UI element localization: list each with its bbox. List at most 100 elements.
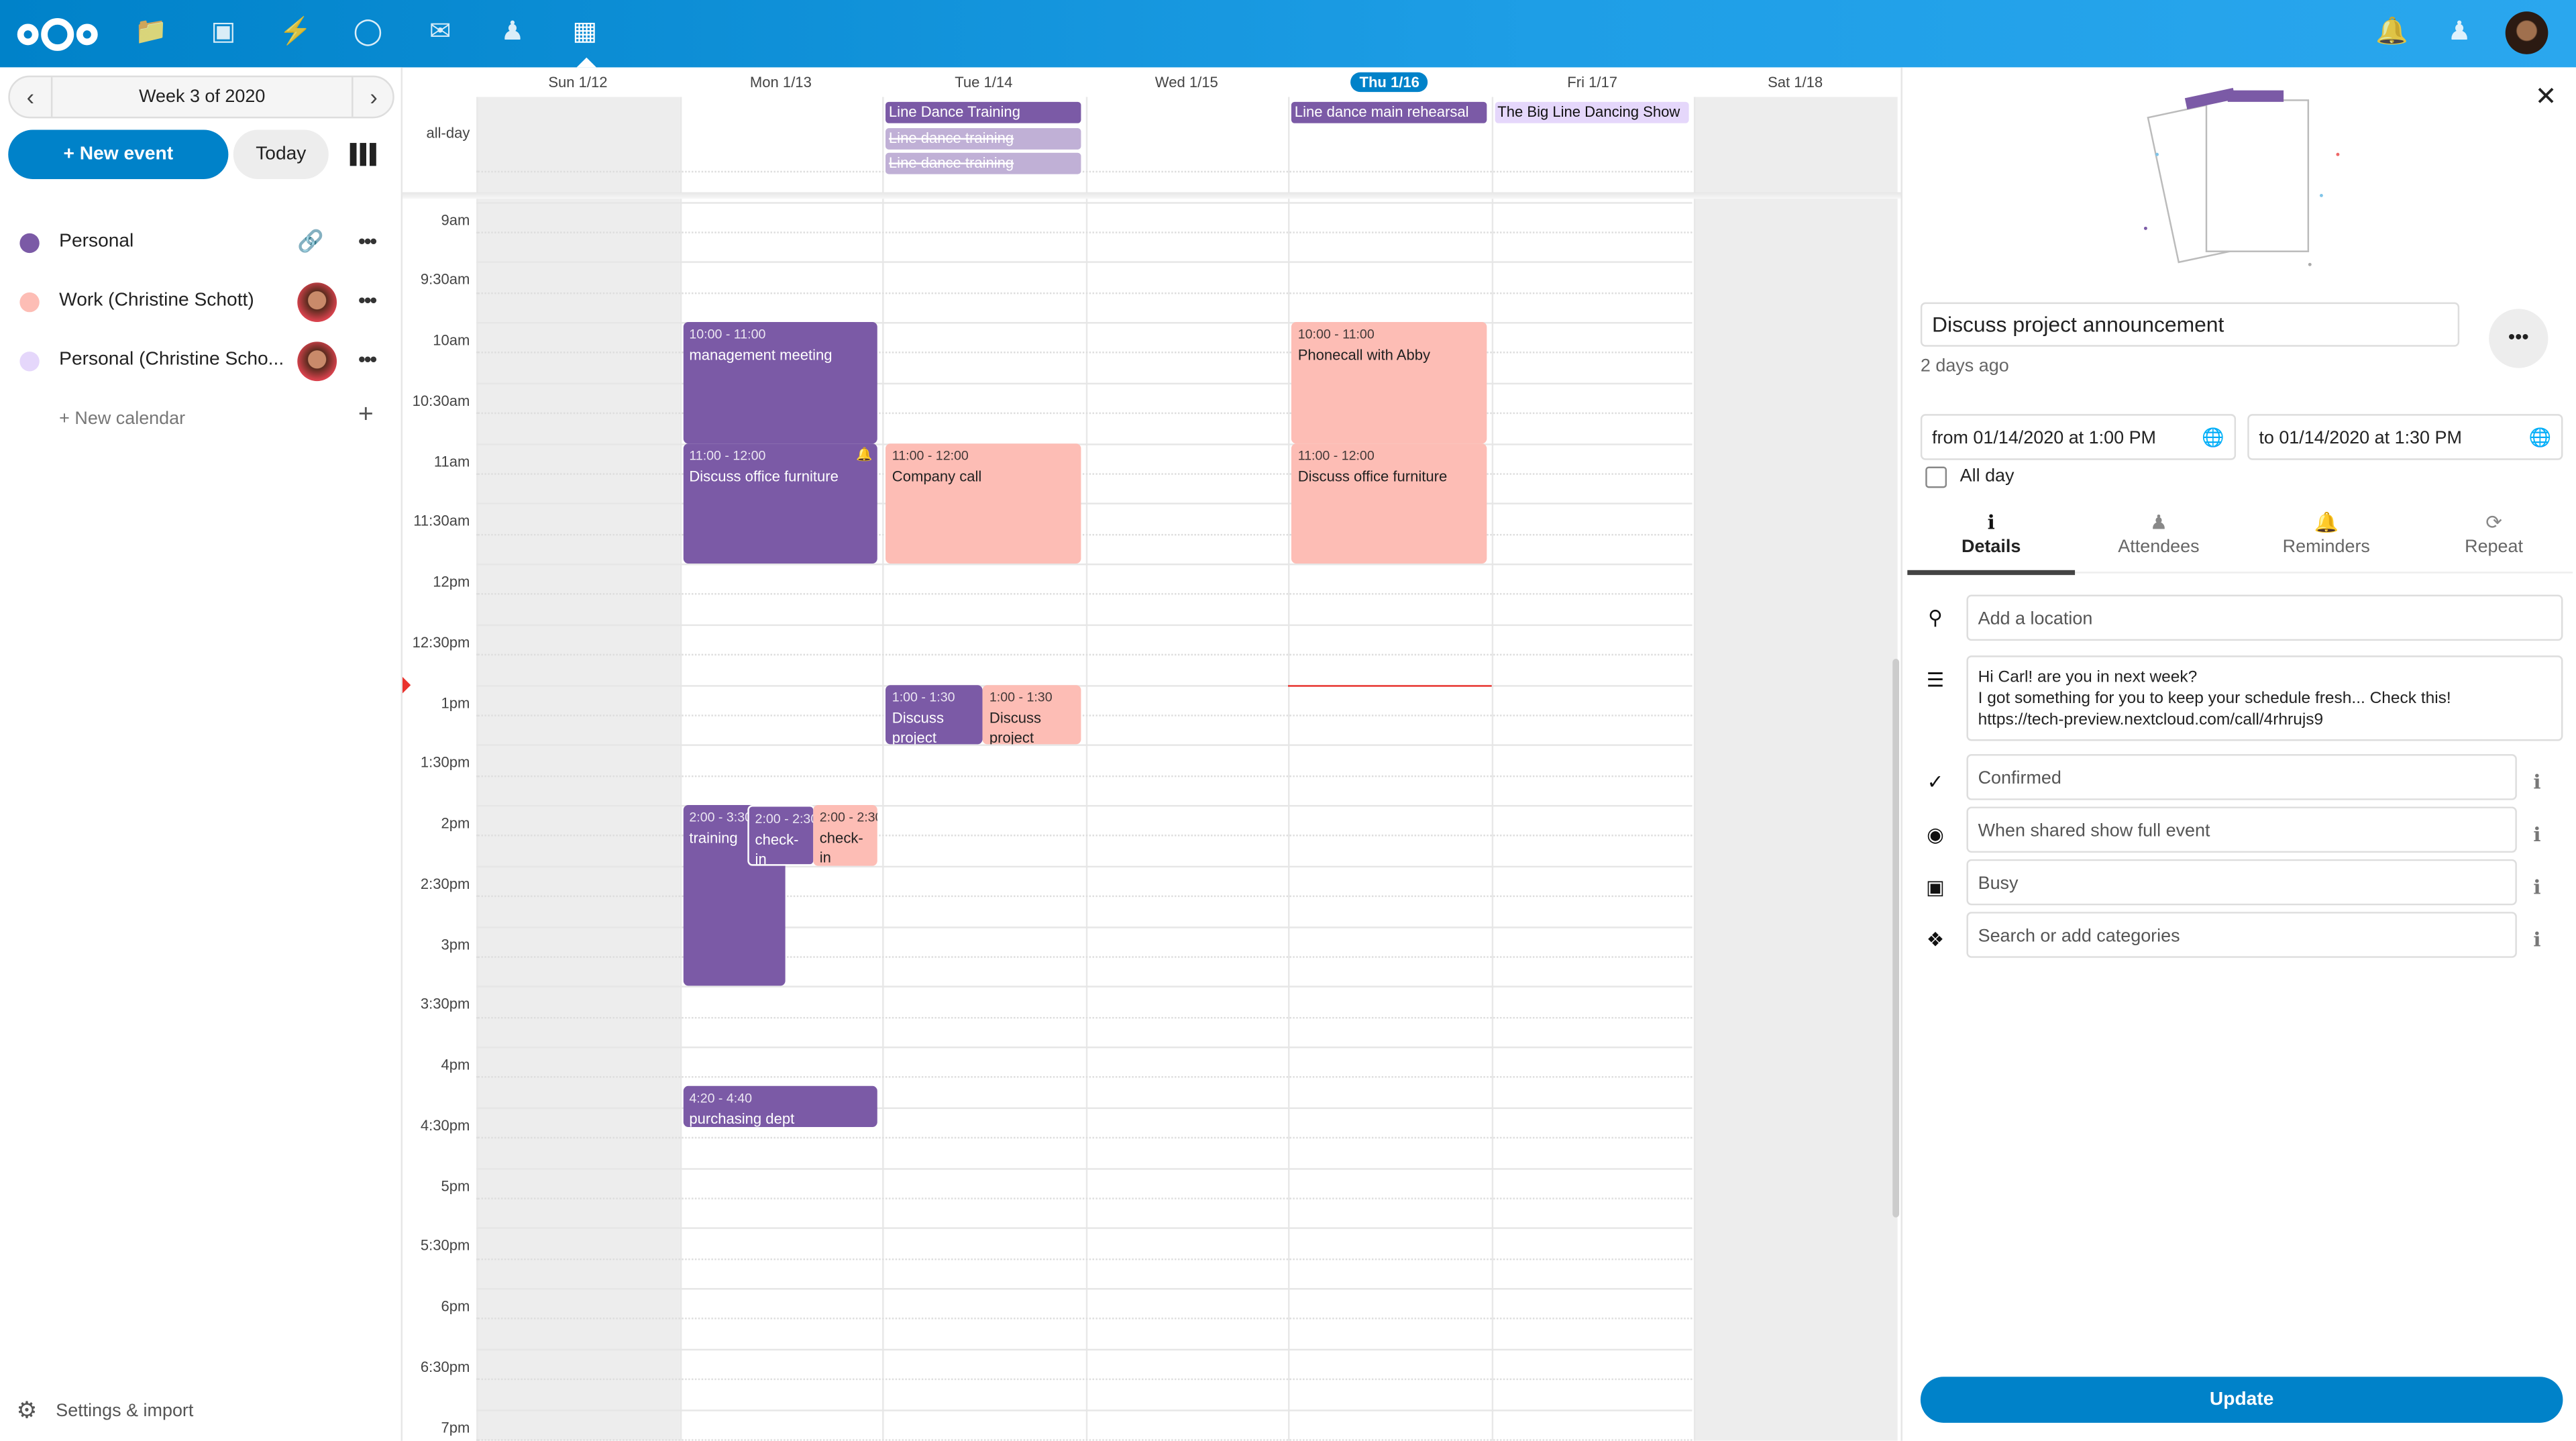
calendar-actions-button[interactable]: ••• (358, 228, 377, 254)
calendar-event[interactable]: 11:00 - 12:00 Company call (885, 443, 1081, 564)
day-header[interactable]: Mon 1/13 (680, 67, 882, 97)
calendar-item-personal[interactable]: Personal 🔗 ••• (0, 213, 402, 272)
day-header[interactable]: Fri 1/17 (1491, 67, 1693, 97)
timezone-globe-icon[interactable]: 🌐 (2528, 429, 2552, 449)
time-label: 6pm (441, 1297, 470, 1315)
time-label: 9am (441, 211, 470, 228)
nextcloud-logo[interactable] (16, 15, 98, 54)
day-header[interactable]: Wed 1/15 (1085, 67, 1288, 97)
update-button[interactable]: Update (1920, 1377, 2563, 1423)
close-icon[interactable]: ✕ (2534, 83, 2557, 112)
event-title: training (689, 829, 738, 847)
all-day-event[interactable]: Line Dance Training (885, 101, 1081, 123)
day-column[interactable] (1288, 97, 1491, 1441)
day-header[interactable]: Thu 1/16 (1288, 67, 1491, 97)
today-button[interactable]: Today (233, 129, 329, 179)
calendar-item-work[interactable]: Work (Christine Schott) ••• (0, 273, 402, 332)
clipboard-illustration (2143, 88, 2340, 266)
start-datetime-input[interactable]: from 01/14/2020 at 1:00 PM 🌐 (1920, 414, 2237, 460)
day-header-label: Tue 1/14 (955, 74, 1013, 91)
briefcase-icon: ▣ (1926, 875, 1945, 899)
event-time: 10:00 - 11:00 (1297, 327, 1375, 342)
add-icon[interactable]: + (358, 401, 374, 429)
view-switcher-icon[interactable] (350, 143, 376, 166)
tag-icon: ❖ (1926, 928, 1945, 951)
calendar-event[interactable]: 1:00 - 1:30 Discuss project announcement (885, 684, 983, 745)
end-datetime-input[interactable]: to 01/14/2020 at 1:30 PM 🌐 (2247, 414, 2563, 460)
day-column[interactable] (476, 97, 680, 1441)
contacts-icon[interactable]: ♟ (500, 17, 525, 46)
talk-icon[interactable]: ◯ (353, 17, 383, 46)
calendar-event[interactable]: 10:00 - 11:00 management meeting (682, 322, 877, 443)
calendar-item-personal-shared[interactable]: Personal (Christine Scho... ••• (0, 332, 402, 391)
calendar-event[interactable]: 11:00 - 12:00 Discuss office furniture (1291, 443, 1487, 564)
info-icon[interactable]: i (2533, 822, 2541, 847)
calendar-event[interactable]: 2:00 - 2:30 check-in (747, 805, 815, 866)
calendar-color-dot[interactable] (19, 352, 40, 372)
hour-line (476, 805, 1693, 807)
calendar-event[interactable]: 11:00 - 12:00 Discuss office furniture 🔔 (682, 443, 877, 564)
day-header[interactable]: Tue 1/14 (882, 67, 1085, 97)
location-input[interactable]: Add a location (1966, 594, 2563, 641)
info-icon[interactable]: i (2533, 875, 2541, 899)
share-link-icon[interactable]: 🔗 (297, 228, 324, 254)
contacts-menu-icon[interactable]: ♟ (2447, 17, 2471, 46)
calendar-event[interactable]: 4:20 - 4:40 purchasing dept (682, 1086, 877, 1128)
time-label: 10am (433, 331, 470, 349)
tab-details[interactable]: i Details (1907, 511, 2075, 557)
calendar-event[interactable]: 1:00 - 1:30 Discuss project (983, 684, 1081, 745)
week-view: Sun 1/12 Mon 1/13 Tue 1/14 Wed 1/15 Thu 1/16… (402, 67, 1901, 1441)
timezone-globe-icon[interactable]: 🌐 (2202, 429, 2224, 449)
day-column[interactable] (1085, 97, 1289, 1441)
all-day-event[interactable]: The Big Line Dancing Show (1494, 101, 1689, 123)
new-calendar-button[interactable]: + New calendar (59, 409, 186, 429)
tab-repeat[interactable]: ⟳ Repeat (2410, 511, 2576, 557)
event-title-input[interactable]: Discuss project announcement (1920, 302, 2460, 347)
photos-icon[interactable]: ▣ (211, 17, 236, 46)
next-week-button[interactable]: › (352, 77, 394, 117)
calendar-color-dot[interactable] (19, 233, 40, 254)
day-header[interactable]: Sat 1/18 (1694, 67, 1896, 97)
calendar-actions-button[interactable]: ••• (358, 346, 377, 372)
previous-week-button[interactable]: ‹ (10, 77, 53, 117)
tab-reminders[interactable]: 🔔 Reminders (2243, 511, 2410, 557)
hour-line (476, 745, 1693, 747)
all-day-event[interactable]: Line dance training (885, 127, 1081, 149)
calendar-event[interactable]: 10:00 - 11:00 Phonecall with Abby (1291, 322, 1487, 443)
quarter-line (476, 1137, 1693, 1139)
mail-icon[interactable]: ✉ (429, 17, 451, 46)
event-time: 11:00 - 12:00 (689, 447, 766, 463)
new-event-button[interactable]: + New event (8, 129, 229, 179)
calendar-event[interactable]: 2:00 - 2:30 check-in (812, 805, 877, 866)
scrollbar[interactable] (1892, 659, 1900, 1218)
notifications-icon[interactable]: 🔔 (2375, 17, 2409, 46)
user-avatar[interactable] (2505, 11, 2548, 54)
reminder-bell-icon: 🔔 (856, 445, 873, 461)
all-day-event[interactable]: Line dance training (885, 152, 1081, 174)
settings-import-button[interactable]: Settings & import (56, 1401, 194, 1422)
info-icon[interactable]: i (2533, 770, 2541, 794)
info-icon[interactable]: i (2533, 928, 2541, 951)
day-column[interactable] (1491, 97, 1694, 1441)
description-textarea[interactable]: Hi Carl! are you in next week? I got som… (1966, 655, 2563, 741)
hour-line (476, 262, 1693, 264)
categories-input[interactable]: Search or add categories (1966, 912, 2517, 958)
week-label[interactable]: Week 3 of 2020 (139, 87, 266, 107)
gear-icon[interactable]: ⚙ (16, 1396, 38, 1423)
visibility-select[interactable]: When shared show full event (1966, 806, 2517, 853)
day-column[interactable] (679, 97, 883, 1441)
calendar-color-dot[interactable] (19, 292, 40, 313)
activity-icon[interactable]: ⚡ (279, 17, 313, 46)
day-header[interactable]: Sun 1/12 (476, 67, 679, 97)
day-column[interactable] (1693, 97, 1897, 1441)
day-column[interactable] (882, 97, 1085, 1441)
files-icon[interactable]: 📁 (134, 17, 168, 46)
status-select[interactable]: Confirmed (1966, 754, 2517, 800)
calendar-actions-button[interactable]: ••• (358, 287, 377, 313)
calendar-icon[interactable]: ▦ (572, 17, 598, 46)
availability-select[interactable]: Busy (1966, 859, 2517, 906)
tab-attendees[interactable]: ♟ Attendees (2075, 511, 2243, 557)
event-actions-button[interactable]: ••• (2489, 309, 2548, 368)
all-day-checkbox[interactable] (1925, 466, 1947, 488)
all-day-event[interactable]: Line dance main rehearsal (1291, 101, 1487, 123)
